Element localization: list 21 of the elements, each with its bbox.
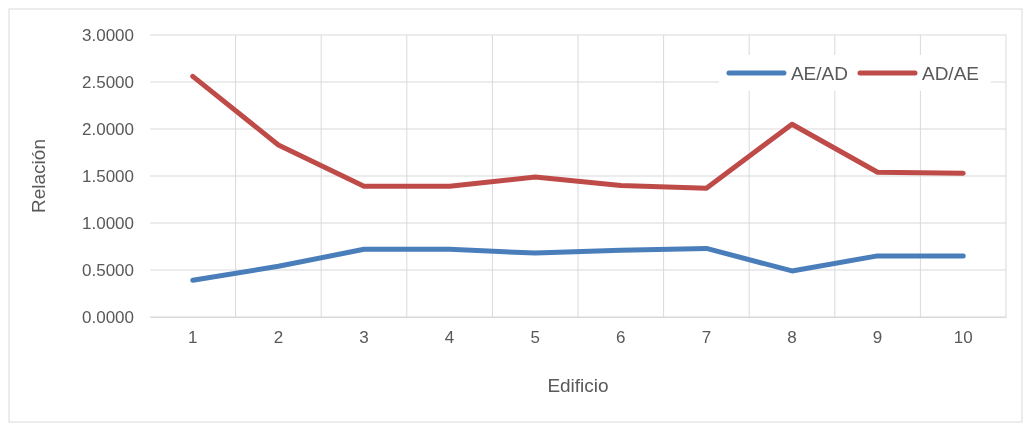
y-tick-label: 2.5000 bbox=[82, 72, 134, 92]
y-tick-label: 2.0000 bbox=[82, 119, 134, 139]
x-tick-label: 9 bbox=[872, 328, 883, 348]
x-tick-label: 3 bbox=[359, 328, 369, 348]
legend-label: AD/AE bbox=[921, 63, 979, 84]
x-tick-label: 4 bbox=[444, 328, 455, 348]
y-tick-label: 3.0000 bbox=[82, 25, 134, 45]
x-tick-label: 7 bbox=[701, 328, 712, 348]
x-tick-label: 5 bbox=[530, 328, 540, 348]
y-tick-label: 0.5000 bbox=[82, 260, 134, 280]
legend-label: AE/AD bbox=[790, 63, 848, 84]
y-tick-label: 1.5000 bbox=[82, 166, 134, 186]
x-tick-label: 1 bbox=[188, 328, 198, 348]
y-axis-title: Relación bbox=[28, 139, 49, 213]
y-tick-label: 0.0000 bbox=[82, 307, 134, 327]
x-tick-label: 10 bbox=[953, 328, 973, 348]
x-tick-label: 2 bbox=[273, 328, 284, 348]
x-tick-label: 6 bbox=[616, 328, 626, 348]
x-tick-label: 8 bbox=[787, 328, 797, 348]
y-tick-label: 1.0000 bbox=[82, 213, 134, 233]
x-axis-title: Edificio bbox=[547, 375, 609, 396]
